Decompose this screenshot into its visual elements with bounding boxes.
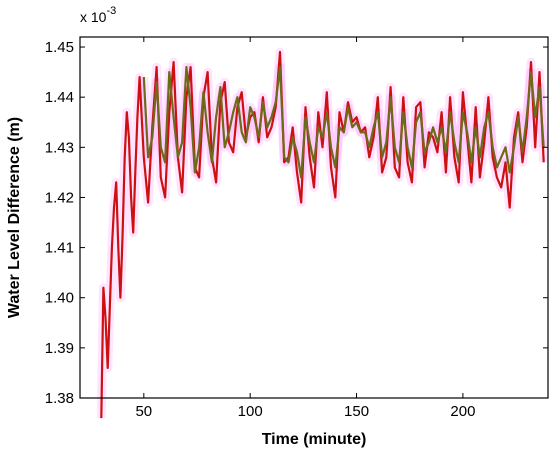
x-tick-label: 50 — [135, 403, 152, 420]
x-axis-ticks: 50 100 150 200 — [135, 37, 475, 420]
y-tick-label: 1.45 — [45, 39, 74, 56]
y-axis-label: Water Level Difference (m) — [6, 117, 23, 318]
y-tick-label: 1.39 — [45, 340, 74, 357]
series-layer — [100, 50, 545, 419]
y-tick-label: 1.42 — [45, 189, 74, 206]
plot-frame — [79, 36, 549, 399]
y-tick-label: 1.40 — [45, 290, 74, 307]
x-tick-label: 200 — [450, 403, 475, 420]
y-multiplier-base: x 10 — [80, 9, 107, 25]
y-axis-ticks: 1.38 1.39 1.40 1.41 1.42 1.43 1.44 1.45 — [45, 39, 548, 407]
y-multiplier-label: x 10-3 — [80, 5, 116, 25]
series-2-line — [142, 65, 545, 179]
y-tick-label: 1.44 — [45, 89, 74, 106]
y-tick-label: 1.38 — [45, 390, 74, 407]
x-tick-label: 100 — [238, 403, 263, 420]
x-axis-label: Time (minute) — [262, 431, 367, 448]
y-multiplier-exponent: -3 — [106, 5, 116, 17]
y-tick-label: 1.41 — [45, 240, 74, 257]
y-tick-label: 1.43 — [45, 139, 74, 156]
x-tick-label: 150 — [344, 403, 369, 420]
